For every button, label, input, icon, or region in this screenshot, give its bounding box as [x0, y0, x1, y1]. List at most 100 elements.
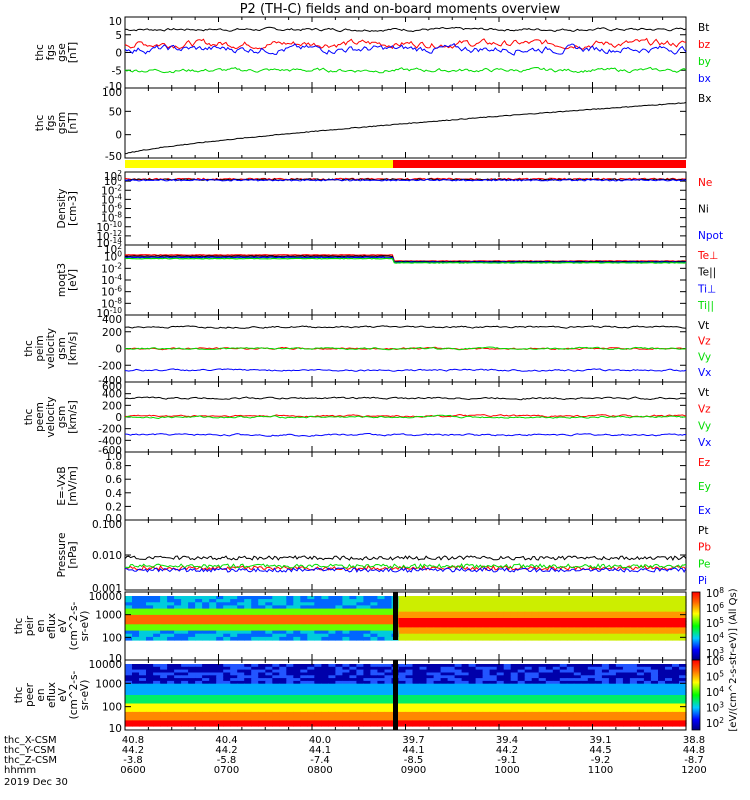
- peir-cell: [440, 630, 449, 635]
- peir-cell: [665, 599, 673, 603]
- peir-cell: [650, 599, 659, 603]
- peer-cell: [573, 723, 582, 727]
- peer-cell: [153, 706, 161, 710]
- peer-cell: [300, 700, 308, 704]
- peer-cell: [447, 686, 456, 690]
- fgs-ylabel-line: gse: [56, 43, 68, 62]
- peer-cell: [125, 683, 133, 688]
- peer-cell: [552, 706, 561, 710]
- peer-cell: [377, 664, 385, 668]
- peer-cell: [363, 697, 371, 702]
- peer-cell: [496, 695, 505, 699]
- peir-cell: [629, 605, 638, 610]
- peir-cell: [202, 596, 210, 600]
- peer-cell: [328, 692, 336, 696]
- footer-value: 0900: [401, 765, 426, 776]
- peer-ylabel-line: sr-eV): [79, 680, 91, 711]
- peer-cell: [209, 700, 217, 704]
- peir-ylabel-line: peir: [24, 615, 36, 636]
- peer-cell: [601, 675, 610, 679]
- peir-ytick-label: 100: [102, 632, 122, 644]
- peer-cell: [398, 706, 407, 710]
- peim-series-Vx: [124, 368, 687, 372]
- peir-cell: [300, 633, 308, 638]
- peer-cell: [496, 703, 505, 707]
- peer-cell: [489, 723, 498, 727]
- peer-cell: [272, 664, 280, 668]
- peer-cell: [342, 678, 350, 682]
- peir-cell: [643, 614, 652, 619]
- peer-cell: [286, 720, 294, 724]
- peer-cell: [384, 666, 393, 671]
- peir-cell: [258, 621, 266, 625]
- peer-cell: [461, 680, 470, 685]
- peer-cell: [608, 664, 617, 668]
- peir-cell: [636, 633, 645, 638]
- peer-cell: [314, 692, 322, 696]
- peer-ylabel-line: en: [35, 688, 47, 701]
- peir-cell: [377, 633, 385, 638]
- peer-cell: [307, 709, 315, 713]
- peer-cell: [209, 692, 217, 696]
- peer-cell: [615, 683, 624, 688]
- peer-cell: [307, 672, 315, 676]
- peir-cell: [552, 621, 561, 625]
- peer-cell: [398, 717, 407, 721]
- peer-cell: [153, 709, 161, 713]
- peir-cell: [307, 633, 315, 638]
- peer-cell: [636, 703, 645, 707]
- peir-cell: [679, 630, 687, 635]
- peer-cell: [314, 664, 322, 668]
- peer-cell: [482, 666, 491, 671]
- peer-cell: [160, 675, 168, 679]
- peer-cell: [468, 709, 477, 713]
- peir-cell: [146, 602, 154, 606]
- peer-cell: [566, 692, 575, 696]
- peer-cell: [321, 666, 329, 671]
- peer-cell: [538, 697, 547, 702]
- peer-cell: [552, 666, 561, 671]
- peer-cell: [153, 723, 161, 727]
- peer-cell: [300, 689, 308, 693]
- peer-cell: [293, 680, 301, 685]
- peir-cell: [587, 596, 596, 600]
- peer-cell: [132, 664, 140, 668]
- peer-cell: [251, 689, 259, 693]
- peir-cell: [209, 618, 217, 622]
- peer-cell: [636, 720, 645, 724]
- peer-cell: [244, 717, 252, 721]
- peir-cell: [286, 605, 294, 610]
- peir-cell: [377, 596, 385, 600]
- peir-cell: [545, 636, 554, 641]
- peer-cell: [419, 678, 428, 682]
- peer-cell: [622, 717, 631, 721]
- peer-cell: [286, 709, 294, 713]
- peer-cell: [160, 703, 168, 707]
- peer-cell: [672, 672, 680, 676]
- peer-cell: [426, 672, 435, 676]
- peer-cell: [335, 686, 343, 690]
- peir-cell: [139, 608, 147, 613]
- peer-cell: [202, 689, 210, 693]
- peir-cell: [468, 599, 477, 603]
- peer-cell: [314, 700, 322, 704]
- peer-cell: [580, 692, 589, 696]
- peer-cell: [195, 678, 203, 682]
- peir-cell: [636, 614, 645, 619]
- peer-cell: [314, 686, 322, 690]
- peer-cell: [321, 678, 329, 682]
- peer-cell: [482, 714, 491, 719]
- peir-cell: [384, 630, 393, 635]
- peir-cell: [412, 602, 421, 606]
- peir-cell: [643, 621, 652, 625]
- peir-cell: [538, 611, 547, 616]
- peir-cell: [566, 611, 575, 616]
- peer-cell: [139, 666, 147, 671]
- peir-cell: [658, 614, 666, 619]
- peer-cell: [482, 683, 491, 688]
- peer-cell: [608, 711, 617, 716]
- peir-cell: [461, 621, 470, 625]
- peer-cell: [153, 666, 161, 671]
- peir-cell: [665, 602, 673, 606]
